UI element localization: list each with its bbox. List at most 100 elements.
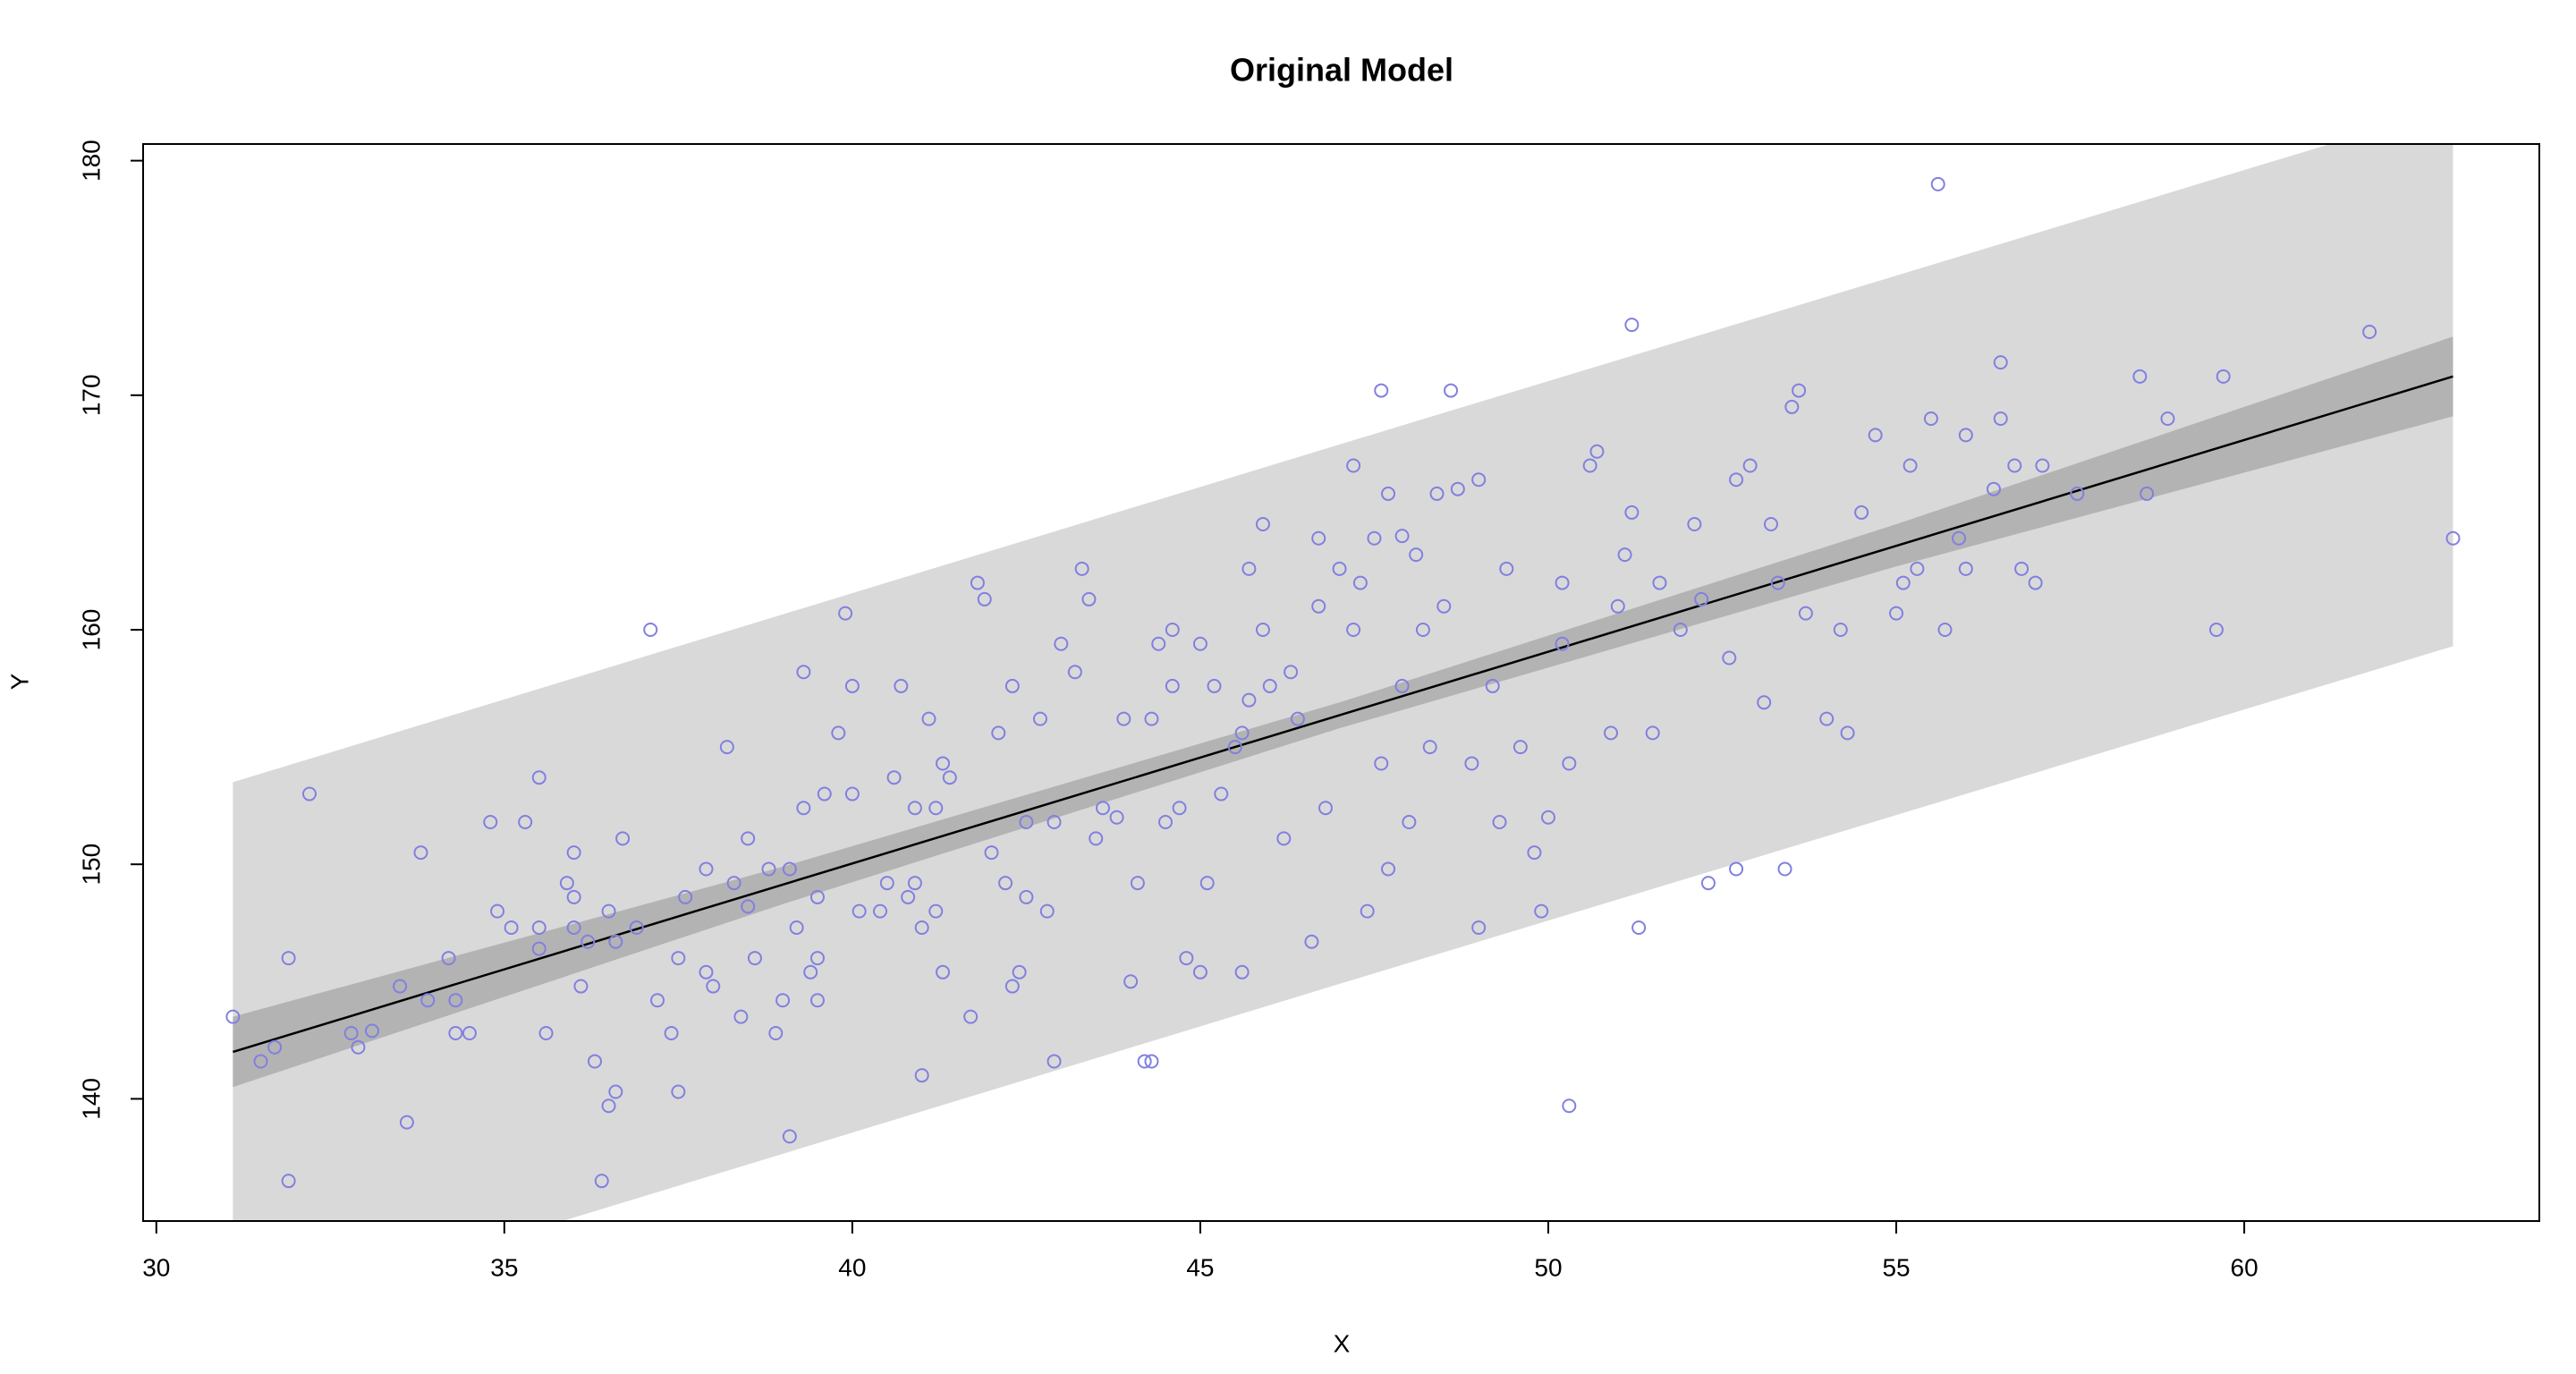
- x-tick-label: 40: [838, 1253, 866, 1281]
- point: [1729, 472, 1744, 488]
- point: [894, 678, 909, 693]
- point: [1012, 964, 1027, 980]
- point: [1471, 920, 1487, 935]
- point: [2445, 530, 2461, 546]
- point: [921, 711, 936, 726]
- point: [699, 861, 714, 877]
- point: [775, 993, 791, 1008]
- point: [587, 1054, 602, 1069]
- confidence-band: [233, 336, 2453, 1088]
- point: [747, 951, 762, 966]
- point: [2216, 369, 2231, 384]
- point: [1046, 1054, 1062, 1069]
- point: [1729, 861, 1744, 877]
- point: [1284, 665, 1299, 680]
- point: [1032, 711, 1047, 726]
- point: [2140, 486, 2155, 501]
- point: [1930, 176, 1945, 191]
- point: [1889, 606, 1904, 621]
- point: [1958, 561, 1973, 576]
- point: [559, 876, 574, 891]
- point: [1492, 815, 1507, 830]
- point: [936, 964, 951, 980]
- point: [1346, 458, 1361, 473]
- point: [566, 889, 581, 904]
- point: [1429, 486, 1445, 501]
- point: [1151, 636, 1166, 651]
- point: [1054, 636, 1069, 651]
- point: [1192, 964, 1208, 980]
- point: [761, 861, 776, 877]
- point: [879, 876, 894, 891]
- point: [1958, 428, 1973, 443]
- point: [1436, 598, 1452, 614]
- point: [1158, 815, 1174, 830]
- point: [441, 951, 456, 966]
- point: [1081, 591, 1097, 606]
- point: [844, 786, 860, 802]
- point: [1199, 876, 1215, 891]
- plot-area: [225, 144, 2461, 1221]
- point: [1589, 444, 1605, 459]
- point: [1290, 711, 1305, 726]
- point: [1868, 428, 1883, 443]
- point: [483, 815, 498, 830]
- point: [907, 876, 922, 891]
- point: [741, 831, 756, 846]
- point: [364, 1023, 379, 1039]
- point: [1415, 623, 1430, 638]
- point: [1144, 1054, 1159, 1069]
- point: [1214, 786, 1229, 802]
- point: [281, 1174, 296, 1189]
- point: [1019, 815, 1034, 830]
- point: [1444, 383, 1459, 398]
- point: [1352, 575, 1368, 590]
- x-axis-label: X: [1334, 1329, 1351, 1357]
- point: [2132, 369, 2148, 384]
- point: [2208, 623, 2224, 638]
- point: [1742, 458, 1758, 473]
- point: [448, 1025, 463, 1040]
- point: [1902, 458, 1918, 473]
- point: [733, 1009, 749, 1024]
- point: [601, 903, 616, 919]
- point: [1374, 383, 1389, 398]
- point: [1207, 678, 1222, 693]
- y-tick-label: 180: [77, 140, 105, 182]
- point: [1534, 903, 1549, 919]
- point: [699, 964, 714, 980]
- point: [1096, 801, 1111, 816]
- point: [1394, 678, 1410, 693]
- point: [914, 920, 929, 935]
- point: [803, 964, 818, 980]
- point: [1234, 964, 1250, 980]
- point: [942, 770, 957, 785]
- point: [782, 1129, 797, 1144]
- point: [1604, 725, 1619, 741]
- point: [448, 993, 463, 1008]
- point: [1311, 530, 1326, 546]
- point: [1089, 831, 1104, 846]
- point: [1819, 711, 1835, 726]
- point: [1562, 756, 1577, 771]
- point: [1784, 399, 1800, 414]
- x-tick-label: 45: [1186, 1253, 1214, 1281]
- point: [831, 725, 846, 741]
- point: [643, 623, 658, 638]
- point: [1004, 678, 1020, 693]
- x-tick-label: 60: [2231, 1253, 2258, 1281]
- point: [518, 815, 533, 830]
- point: [1367, 530, 1382, 546]
- point: [1527, 845, 1542, 861]
- point: [873, 903, 888, 919]
- x-tick-label: 50: [1534, 1253, 1562, 1281]
- point: [1986, 481, 2001, 496]
- point: [1540, 810, 1555, 825]
- point: [1910, 561, 1925, 576]
- y-axis-label: Y: [5, 673, 33, 690]
- point: [1067, 665, 1082, 680]
- point: [281, 951, 296, 966]
- point: [573, 979, 589, 994]
- point: [1409, 547, 1424, 563]
